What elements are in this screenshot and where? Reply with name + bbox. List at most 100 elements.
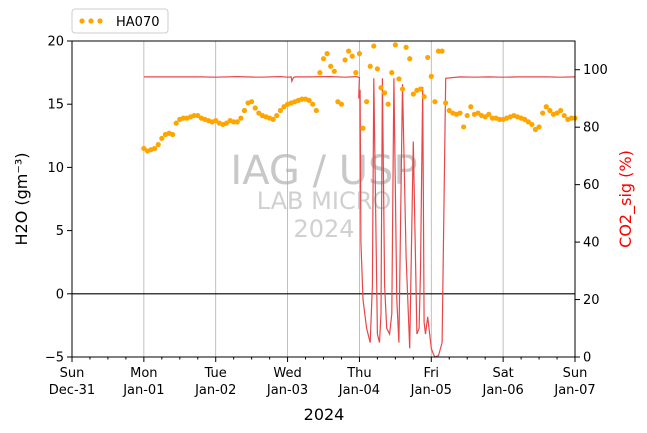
series-point xyxy=(482,114,488,120)
watermark-line2: LAB MICRO xyxy=(257,187,392,215)
series-point xyxy=(270,116,276,122)
y-left-tick-label: 15 xyxy=(47,98,64,113)
y-left-tick-label: 5 xyxy=(56,224,64,239)
legend: HA070 xyxy=(71,8,169,34)
series-point xyxy=(256,110,262,116)
y-left-tick-label: −5 xyxy=(45,351,64,366)
series-point xyxy=(389,70,395,76)
series-point xyxy=(252,105,258,111)
series-point xyxy=(464,112,470,119)
series-point xyxy=(152,145,158,152)
series-point xyxy=(234,119,240,125)
series-point xyxy=(249,99,255,105)
x-tick-label-date: Jan-03 xyxy=(266,383,308,398)
series-point xyxy=(353,70,359,76)
series-point xyxy=(536,124,542,130)
legend-marker xyxy=(79,18,103,24)
watermark-line3: 2024 xyxy=(293,215,354,243)
x-tick-label-date: Jan-01 xyxy=(122,383,164,398)
y-left-tick-label: 0 xyxy=(56,287,64,302)
y-right-tick-label: 40 xyxy=(583,236,600,251)
series-point xyxy=(155,142,161,148)
series-point xyxy=(435,48,442,54)
series-point xyxy=(349,53,355,59)
series-point xyxy=(328,63,334,69)
series-point xyxy=(238,115,244,121)
series-point xyxy=(399,86,406,92)
series-point xyxy=(489,115,495,121)
x-tick-label-day: Sat xyxy=(492,366,513,381)
series-point xyxy=(223,120,230,126)
series-point xyxy=(543,104,549,110)
x-tick-label-day: Sun xyxy=(60,366,85,381)
x-tick-label-day: Tue xyxy=(204,366,227,381)
series-point xyxy=(310,101,316,107)
series-point xyxy=(191,112,197,119)
x-tick-label-day: Sun xyxy=(563,366,588,381)
series-point xyxy=(281,104,287,110)
y-left-tick-label: 20 xyxy=(47,35,64,50)
series-point xyxy=(241,107,248,114)
series-point xyxy=(532,126,539,133)
x-tick-label-date: Jan-05 xyxy=(410,383,452,398)
series-point xyxy=(346,48,352,54)
x-tick-label-date: Dec-31 xyxy=(49,383,95,398)
series-point xyxy=(432,99,438,105)
legend-dot xyxy=(88,18,94,24)
series-point xyxy=(159,135,165,141)
series-point xyxy=(381,90,388,96)
series-point xyxy=(475,110,481,116)
series-point xyxy=(356,51,363,57)
series-point xyxy=(371,43,377,49)
series-point xyxy=(568,115,575,121)
series-point xyxy=(195,112,201,119)
series-point xyxy=(331,68,337,74)
y-axis-right: 0 20 40 60 80 100 xyxy=(575,63,608,366)
y-axis-left-label: H2O (gm⁻³) xyxy=(12,153,31,246)
x-tick-label-day: Wed xyxy=(273,366,301,381)
series-point xyxy=(173,120,179,126)
series-point xyxy=(313,107,319,114)
series-point xyxy=(425,54,431,61)
series-point xyxy=(277,107,283,114)
y-right-tick-label: 100 xyxy=(583,63,608,78)
series-point xyxy=(324,51,330,57)
legend-dot xyxy=(79,18,85,24)
x-tick-label-date: Jan-06 xyxy=(482,383,524,398)
legend-label: HA070 xyxy=(116,15,159,30)
series-point xyxy=(547,107,553,114)
series-point xyxy=(525,119,531,125)
series-point xyxy=(320,56,327,62)
x-tick-label-day: Mon xyxy=(130,366,157,381)
series-point xyxy=(342,57,348,63)
y-right-tick-label: 60 xyxy=(583,178,600,193)
series-point xyxy=(403,44,409,50)
y-right-tick-label: 0 xyxy=(583,351,591,366)
legend-box xyxy=(71,8,169,34)
series-point xyxy=(335,99,341,105)
series-point xyxy=(180,115,186,121)
series-point xyxy=(170,131,176,138)
watermark-line1: IAG / USP xyxy=(230,148,417,194)
series-point xyxy=(417,86,424,92)
x-axis-label: 2024 xyxy=(304,405,345,424)
series-point xyxy=(421,94,427,100)
watermark: IAG / USP LAB MICRO 2024 xyxy=(230,148,417,243)
series-point xyxy=(428,73,434,79)
series-point xyxy=(299,96,305,102)
grid xyxy=(143,41,504,357)
series-point xyxy=(378,85,384,91)
y-axis-left: −5 0 5 10 15 20 xyxy=(45,35,72,366)
x-tick-label-day: Thu xyxy=(346,366,371,381)
series-point xyxy=(213,118,219,124)
series-point xyxy=(554,110,560,116)
y-right-tick-label: 20 xyxy=(583,293,600,308)
series-point xyxy=(392,42,398,48)
x-tick-label-date: Jan-07 xyxy=(553,383,595,398)
series-point xyxy=(274,112,280,119)
series-point xyxy=(141,145,147,152)
series-point xyxy=(385,101,391,107)
series-point xyxy=(468,104,474,110)
x-tick-label-date: Jan-02 xyxy=(194,383,236,398)
